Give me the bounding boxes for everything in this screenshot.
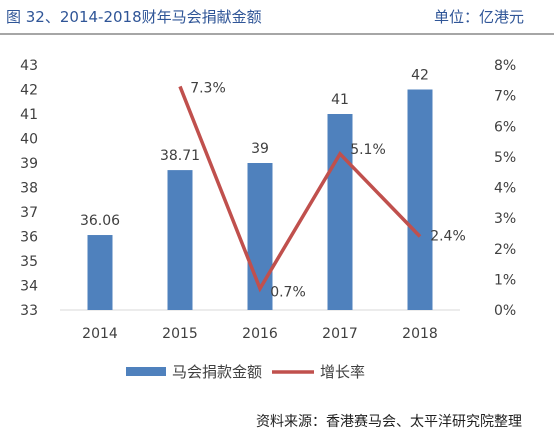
source-note: 资料来源：香港赛马会、太平洋研究院整理 — [256, 414, 522, 430]
x-tick-label: 2018 — [402, 326, 438, 342]
y-left-tick-label: 34 — [20, 279, 38, 295]
y-right-tick-label: 6% — [494, 119, 516, 135]
y-left-tick-label: 38 — [20, 181, 38, 197]
y-left-tick-label: 37 — [20, 205, 38, 221]
bar-value-label: 38.71 — [160, 148, 200, 164]
legend-label-line: 增长率 — [320, 363, 365, 381]
x-tick-label: 2014 — [82, 326, 118, 342]
bar-value-label: 36.06 — [80, 213, 120, 229]
bar-value-label: 42 — [411, 68, 429, 84]
x-tick-label: 2017 — [322, 326, 358, 342]
bar — [167, 170, 193, 310]
bar-value-label: 39 — [251, 141, 269, 157]
y-left-tick-label: 33 — [20, 303, 38, 319]
header-divider — [0, 33, 554, 35]
y-left-tick-label: 43 — [20, 58, 38, 74]
growth-rate-label: 2.4% — [430, 229, 466, 245]
growth-rate-line — [178, 85, 422, 293]
x-tick-label: 2016 — [242, 326, 278, 342]
bar — [327, 114, 353, 310]
unit-label: 单位：亿港元 — [433, 8, 524, 26]
y-right-tick-label: 5% — [494, 150, 516, 166]
y-left-tick-label: 42 — [20, 83, 38, 99]
growth-rate-label: 0.7% — [270, 285, 306, 301]
figure-title: 图 32、2014-2018财年马会捐献金额 — [6, 8, 262, 26]
y-right-tick-label: 1% — [494, 272, 516, 288]
y-right-tick-label: 4% — [494, 181, 516, 197]
legend-swatch-bars — [126, 367, 166, 376]
chart-area: 33 34 35 36 37 38 39 40 41 42 43 0% 1% 2% 3% 4% 5% 6% 7% 8%… — [0, 35, 554, 405]
bar-value-label: 41 — [331, 92, 349, 108]
growth-rate-label: 7.3% — [190, 80, 226, 96]
y-left-tick-label: 40 — [20, 132, 38, 148]
y-right-tick-label: 3% — [494, 211, 516, 227]
legend-label-bars: 马会捐款金额 — [172, 363, 262, 381]
x-tick-label: 2015 — [162, 326, 198, 342]
y-left-tick-label: 35 — [20, 254, 38, 270]
growth-rate-label: 5.1% — [350, 142, 386, 158]
chart-svg: 33 34 35 36 37 38 39 40 41 42 43 0% 1% 2% 3% 4% 5% 6% 7% 8%… — [20, 58, 516, 381]
bar — [87, 235, 113, 310]
y-right-tick-label: 7% — [494, 89, 516, 105]
y-right-tick-label: 2% — [494, 242, 516, 258]
y-right-tick-label: 0% — [494, 303, 516, 319]
bar — [407, 89, 433, 310]
y-left-tick-label: 39 — [20, 156, 38, 172]
y-right-tick-label: 8% — [494, 58, 516, 74]
figure-header: 图 32、2014-2018财年马会捐献金额 单位：亿港元 — [0, 0, 554, 36]
y-left-tick-label: 36 — [20, 230, 38, 246]
y-left-tick-label: 41 — [20, 107, 38, 123]
